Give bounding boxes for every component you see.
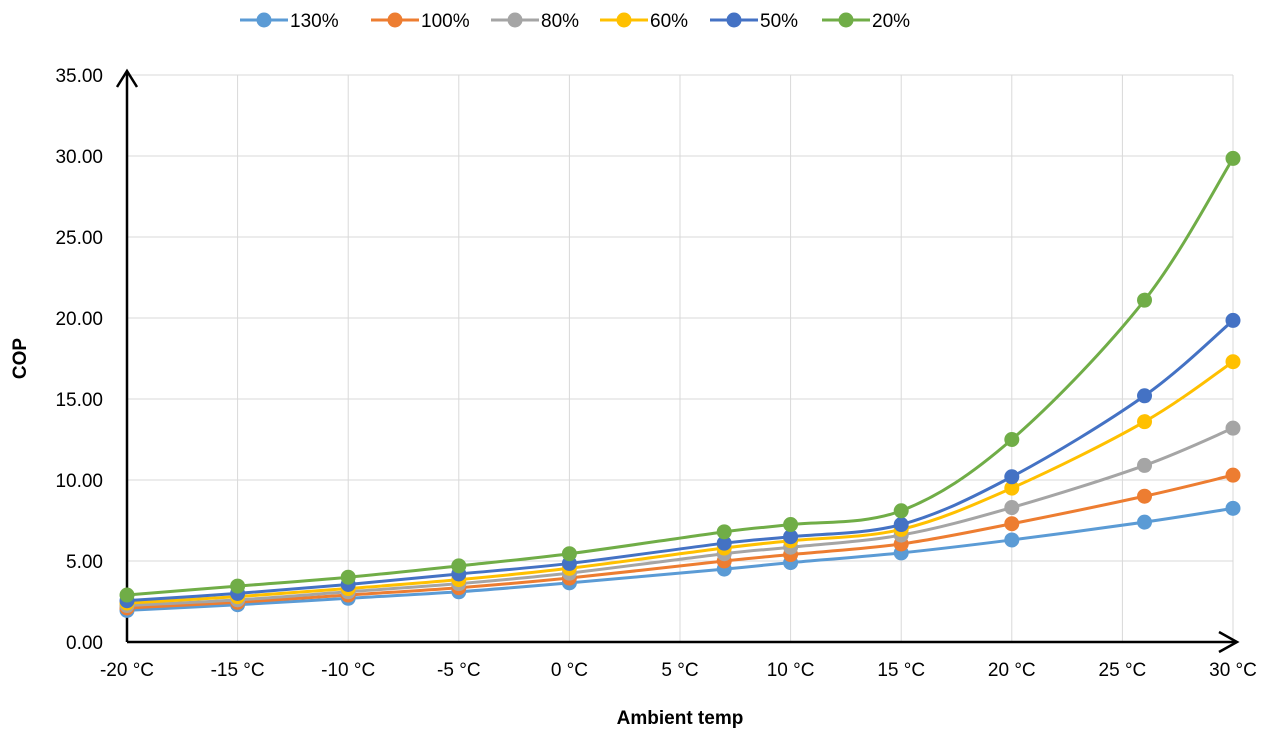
legend-label: 130% bbox=[290, 11, 339, 32]
legend-marker-icon bbox=[616, 12, 632, 28]
data-point bbox=[1225, 467, 1241, 483]
data-point bbox=[1225, 354, 1241, 370]
data-point bbox=[1137, 457, 1153, 473]
legend-marker-icon bbox=[507, 12, 523, 28]
data-point bbox=[893, 517, 909, 533]
x-tick-label: 15 °C bbox=[877, 660, 925, 681]
y-tick-label: 35.00 bbox=[55, 66, 103, 87]
data-point bbox=[1004, 516, 1020, 532]
legend-label: 100% bbox=[421, 11, 470, 32]
data-point bbox=[1225, 312, 1241, 328]
legend-label: 80% bbox=[541, 11, 579, 32]
series-line bbox=[126, 506, 1234, 612]
data-point bbox=[119, 587, 135, 603]
legend-label: 50% bbox=[760, 11, 798, 32]
y-axis-arrow-icon bbox=[115, 68, 139, 88]
data-point bbox=[783, 529, 799, 545]
data-point bbox=[783, 517, 799, 533]
chart-axes bbox=[115, 68, 1240, 654]
legend-item: 80% bbox=[491, 11, 579, 32]
data-point bbox=[1137, 388, 1153, 404]
x-tick-label: 30 °C bbox=[1209, 660, 1257, 681]
series-line bbox=[126, 473, 1234, 610]
chart-legend: 130% 100% 80% 60% 50% 20% bbox=[240, 11, 910, 32]
data-point bbox=[1137, 292, 1153, 308]
x-tick-label: 25 °C bbox=[1099, 660, 1147, 681]
x-tick-label: 20 °C bbox=[988, 660, 1036, 681]
data-point bbox=[1004, 432, 1020, 447]
data-point bbox=[1225, 420, 1241, 436]
x-tick-label: 5 °C bbox=[661, 660, 698, 681]
data-point bbox=[1137, 514, 1153, 530]
data-point bbox=[893, 503, 909, 519]
y-tick-label: 5.00 bbox=[66, 552, 103, 573]
legend-item: 100% bbox=[371, 11, 470, 32]
data-point bbox=[1225, 150, 1241, 166]
data-point bbox=[230, 578, 246, 594]
series-line bbox=[126, 426, 1234, 608]
x-tick-label: -10 °C bbox=[321, 660, 375, 681]
x-tick-label: -15 °C bbox=[211, 660, 265, 681]
data-point bbox=[340, 569, 356, 585]
legend-marker-icon bbox=[387, 12, 403, 28]
x-axis-arrow-icon bbox=[1218, 630, 1240, 654]
chart-series bbox=[119, 150, 1241, 618]
legend-item: 20% bbox=[822, 11, 910, 32]
data-point bbox=[1137, 488, 1153, 504]
data-point bbox=[716, 524, 732, 540]
y-tick-label: 0.00 bbox=[66, 633, 103, 654]
data-point bbox=[1137, 414, 1153, 430]
y-tick-label: 25.00 bbox=[55, 228, 103, 249]
y-tick-label: 15.00 bbox=[55, 390, 103, 411]
chart-tick-labels: -20 °C -15 °C -10 °C -5 °C 0 °C 5 °C 10 °C 15 °… bbox=[55, 66, 1256, 681]
x-tick-label: -20 °C bbox=[100, 660, 154, 681]
y-axis-title: COP bbox=[10, 338, 31, 380]
x-tick-label: -5 °C bbox=[437, 660, 481, 681]
legend-item: 50% bbox=[710, 11, 798, 32]
y-tick-label: 20.00 bbox=[55, 309, 103, 330]
legend-item: 60% bbox=[600, 11, 688, 32]
data-point bbox=[1004, 469, 1020, 485]
chart-grid bbox=[127, 74, 1234, 642]
data-point bbox=[561, 546, 577, 562]
y-tick-label: 30.00 bbox=[55, 147, 103, 168]
data-point bbox=[1004, 532, 1020, 548]
data-point bbox=[451, 558, 467, 574]
x-axis-title: Ambient temp bbox=[617, 708, 744, 729]
legend-label: 20% bbox=[872, 11, 910, 32]
legend-item: 130% bbox=[240, 11, 339, 32]
data-point bbox=[1004, 500, 1020, 516]
legend-marker-icon bbox=[256, 12, 272, 28]
legend-marker-icon bbox=[726, 12, 742, 28]
legend-marker-icon bbox=[838, 12, 854, 28]
y-tick-label: 10.00 bbox=[55, 471, 103, 492]
series-20-pct bbox=[119, 150, 1241, 603]
data-point bbox=[716, 535, 732, 551]
legend-label: 60% bbox=[650, 11, 688, 32]
x-tick-label: 0 °C bbox=[551, 660, 588, 681]
x-tick-label: 10 °C bbox=[767, 660, 815, 681]
data-point bbox=[1004, 480, 1020, 496]
data-point bbox=[1225, 500, 1241, 516]
